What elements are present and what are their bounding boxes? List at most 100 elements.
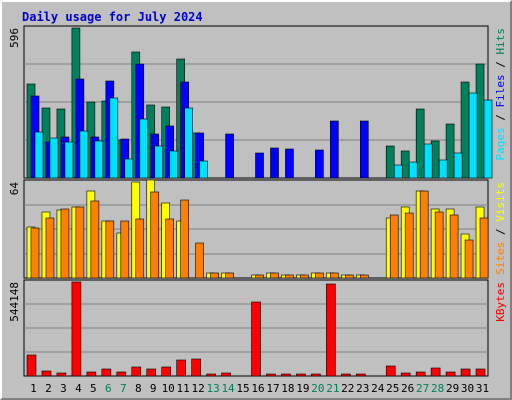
legend-visits: Visits <box>494 182 507 222</box>
bar-files-23 <box>359 120 369 179</box>
bar-sites-undefined <box>45 217 55 279</box>
bar-pages-6 <box>109 97 119 179</box>
day-label: 31 <box>476 382 489 395</box>
legend-kbytes: KBytes <box>494 282 507 322</box>
bar-sites-undefined <box>359 274 369 279</box>
bar-sites-undefined <box>345 274 354 279</box>
bar-kbytes-undefined <box>415 371 426 377</box>
bar-sites-undefined <box>315 272 324 279</box>
legend-separator: / <box>494 55 507 75</box>
bar-kbytes-undefined <box>56 372 67 377</box>
bar-sites-undefined <box>285 274 294 279</box>
bar-pages-1 <box>34 131 44 179</box>
bar-sites-undefined <box>150 191 160 279</box>
day-label: 14 <box>221 382 235 395</box>
bar-sites-undefined <box>464 239 474 279</box>
bar-kbytes-undefined <box>341 373 351 377</box>
day-label: 16 <box>251 382 264 395</box>
day-label: 11 <box>177 382 190 395</box>
bar-pages-11 <box>184 107 193 179</box>
bar-pages-5 <box>94 140 104 179</box>
bar-sites-undefined <box>270 272 279 279</box>
day-label: 6 <box>105 382 112 395</box>
bar-pages-4 <box>79 130 89 179</box>
day-label: 25 <box>386 382 399 395</box>
bar-files-21 <box>330 120 339 179</box>
bar-kbytes-undefined <box>131 366 142 377</box>
legend-separator: / <box>494 108 507 128</box>
day-label: 13 <box>206 382 219 395</box>
legend-separator: / <box>494 222 507 242</box>
legend-hits: Hits <box>494 28 507 55</box>
bar-sites-undefined <box>389 214 399 279</box>
bar-pages-31 <box>483 99 493 179</box>
bar-sites-undefined <box>165 218 175 279</box>
bar-sites-undefined <box>90 200 100 279</box>
bar-kbytes-undefined <box>221 372 231 377</box>
bar-kbytes-undefined <box>26 354 37 377</box>
bar-kbytes-undefined <box>41 370 52 377</box>
legend-sites-visits: Sites / Visits <box>494 182 507 275</box>
bar-files-14 <box>225 133 234 179</box>
bar-pages-29 <box>453 152 463 179</box>
day-label: 28 <box>431 382 444 395</box>
bar-sites-undefined <box>120 220 130 279</box>
bar-pages-26 <box>408 161 418 179</box>
day-label: 19 <box>296 382 309 395</box>
day-label: 30 <box>461 382 474 395</box>
bar-pages-10 <box>169 150 179 179</box>
bar-sites-undefined <box>210 272 219 279</box>
bar-files-16 <box>255 152 264 179</box>
bar-kbytes-undefined <box>251 301 261 377</box>
bar-sites-undefined <box>479 217 489 279</box>
bar-pages-28 <box>438 159 448 179</box>
day-label: 18 <box>281 382 294 395</box>
bar-sites-undefined <box>419 190 429 279</box>
bar-sites-undefined <box>255 274 264 279</box>
bar-sites-undefined <box>135 218 145 279</box>
day-label: 5 <box>90 382 97 395</box>
day-label: 15 <box>236 382 249 395</box>
bar-sites-undefined <box>30 227 40 279</box>
bar-kbytes-undefined <box>281 373 291 377</box>
bar-pages-30 <box>468 92 478 179</box>
bar-sites-undefined <box>434 211 444 279</box>
bar-hits-27 <box>415 108 425 179</box>
bar-kbytes-undefined <box>116 371 127 377</box>
bar-sites-undefined <box>60 208 70 279</box>
y-max-label: 64 <box>8 182 21 196</box>
bar-pages-9 <box>154 145 164 179</box>
day-label: 12 <box>192 382 205 395</box>
bar-kbytes-undefined <box>146 368 157 377</box>
bar-files-20 <box>315 149 324 179</box>
bar-pages-2 <box>49 137 59 179</box>
day-label: 21 <box>326 382 339 395</box>
bar-sites-undefined <box>330 272 339 279</box>
bar-files-17 <box>270 147 279 179</box>
y-max-label: 544148 <box>8 282 21 322</box>
bar-sites-undefined <box>105 220 115 279</box>
day-label: 2 <box>45 382 52 395</box>
day-label: 26 <box>401 382 414 395</box>
bar-pages-8 <box>139 118 149 179</box>
day-label: 10 <box>162 382 175 395</box>
y-max-label: 596 <box>8 28 21 48</box>
bar-kbytes-undefined <box>191 358 201 377</box>
bar-kbytes-undefined <box>266 373 276 377</box>
bar-kbytes-undefined <box>475 368 486 377</box>
legend-kbytes: KBytes <box>494 282 507 322</box>
bar-kbytes-undefined <box>311 373 321 377</box>
bar-kbytes-undefined <box>445 371 456 377</box>
bar-hits-29 <box>445 123 455 179</box>
bar-kbytes-undefined <box>161 366 172 377</box>
day-label: 3 <box>60 382 67 395</box>
bar-hits-25 <box>385 145 395 179</box>
bar-sites-undefined <box>75 206 85 279</box>
bar-files-18 <box>285 148 294 179</box>
day-label: 23 <box>356 382 369 395</box>
day-label: 20 <box>311 382 324 395</box>
bar-kbytes-undefined <box>460 368 471 377</box>
bar-kbytes-undefined <box>176 359 186 377</box>
bar-kbytes-undefined <box>400 372 411 377</box>
bar-pages-27 <box>423 143 433 179</box>
